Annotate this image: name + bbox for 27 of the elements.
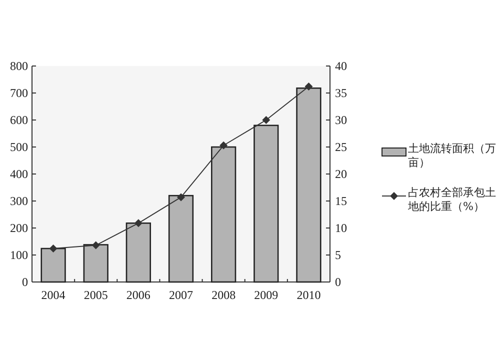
legend-label: 土地流转面积（万亩） bbox=[408, 142, 497, 170]
legend-label: 占农村全部承包土地的比重（%） bbox=[408, 186, 497, 214]
y-tick-label: 100 bbox=[10, 248, 28, 262]
x-tick-label: 2005 bbox=[84, 288, 108, 302]
x-tick-label: 2009 bbox=[254, 288, 278, 302]
x-tick-label: 2008 bbox=[212, 288, 236, 302]
y-tick-label: 300 bbox=[10, 194, 28, 208]
y2-tick-label: 35 bbox=[335, 86, 347, 100]
y-tick-label: 400 bbox=[10, 167, 28, 181]
y2-tick-label: 15 bbox=[335, 194, 347, 208]
y2-tick-label: 5 bbox=[335, 248, 341, 262]
x-tick-label: 2006 bbox=[126, 288, 150, 302]
y-tick-label: 700 bbox=[10, 86, 28, 100]
x-tick-label: 2004 bbox=[41, 288, 66, 302]
y-tick-label: 800 bbox=[10, 59, 28, 73]
y-tick-label: 0 bbox=[22, 275, 28, 289]
y2-tick-label: 30 bbox=[335, 113, 347, 127]
y-tick-label: 200 bbox=[10, 221, 28, 235]
y-tick-label: 500 bbox=[10, 140, 28, 154]
y2-tick-label: 10 bbox=[335, 221, 347, 235]
y-tick-label: 600 bbox=[10, 113, 28, 127]
y2-tick-label: 0 bbox=[335, 275, 341, 289]
y2-tick-label: 20 bbox=[335, 167, 347, 181]
y2-tick-label: 25 bbox=[335, 140, 347, 154]
x-tick-label: 2007 bbox=[169, 288, 193, 302]
x-tick-label: 2010 bbox=[296, 288, 321, 302]
y2-tick-label: 40 bbox=[335, 59, 347, 73]
